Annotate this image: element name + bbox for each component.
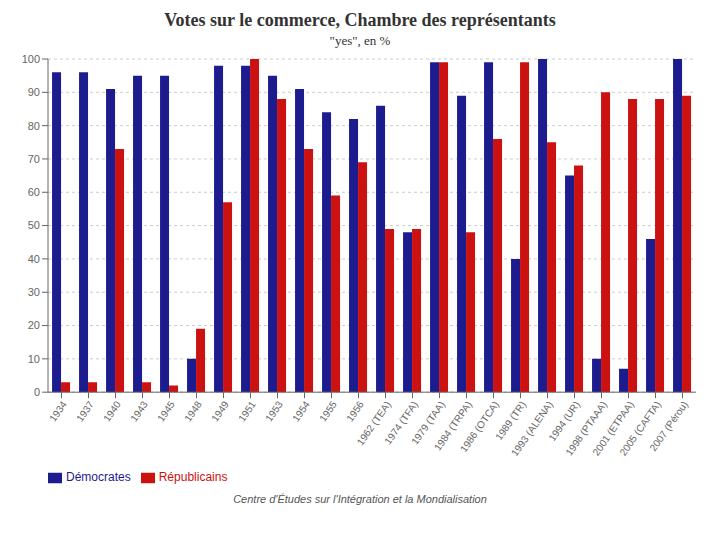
svg-text:100: 100 xyxy=(22,53,40,65)
svg-text:1943: 1943 xyxy=(128,399,150,424)
svg-text:90: 90 xyxy=(28,86,40,98)
svg-text:1934: 1934 xyxy=(47,399,69,424)
svg-text:1953: 1953 xyxy=(263,399,285,424)
html-text:Centre d'Études sur l'Intégrat: Centre d'Études sur l'Intégration et la … xyxy=(233,493,487,505)
svg-text:1956: 1956 xyxy=(344,399,366,424)
svg-text:2007 (Pérou): 2007 (Pérou) xyxy=(647,399,689,453)
svg-text:1993 (ALENA): 1993 (ALENA) xyxy=(509,399,555,458)
svg-text:2005 (CAFTA): 2005 (CAFTA) xyxy=(617,399,663,458)
svg-text:20: 20 xyxy=(28,319,40,331)
html-text:Démocrates: Démocrates xyxy=(66,470,131,485)
svg-text:50: 50 xyxy=(28,219,40,231)
svg-text:1979 (TAA): 1979 (TAA) xyxy=(409,399,447,447)
svg-text:70: 70 xyxy=(28,153,40,165)
svg-text:1984 (TRPA): 1984 (TRPA) xyxy=(431,399,474,453)
html-text:Républicains: Républicains xyxy=(158,470,228,485)
svg-text:1989 (TR): 1989 (TR) xyxy=(493,399,528,443)
svg-text:1954: 1954 xyxy=(290,399,312,424)
svg-text:1986 (OTCA): 1986 (OTCA) xyxy=(458,399,501,454)
svg-text:1940: 1940 xyxy=(101,399,123,424)
svg-text:0: 0 xyxy=(34,386,40,398)
svg-text:1937: 1937 xyxy=(74,399,96,424)
svg-text:1948: 1948 xyxy=(182,399,204,424)
html-text:Votes sur le commerce, Chambre: Votes sur le commerce, Chambre des repré… xyxy=(164,10,556,30)
svg-text:1949: 1949 xyxy=(209,399,231,424)
svg-text:1994 (UR): 1994 (UR) xyxy=(546,399,582,444)
html-text:"yes", en %: "yes", en % xyxy=(329,33,391,48)
svg-text:1962 (TEA): 1962 (TEA) xyxy=(354,399,393,448)
svg-text:1955: 1955 xyxy=(317,399,339,424)
svg-text:1998 (PTAAA): 1998 (PTAAA) xyxy=(563,399,609,458)
svg-text:1951: 1951 xyxy=(236,399,258,424)
svg-text:1974 (TFA): 1974 (TFA) xyxy=(382,399,420,447)
svg-text:80: 80 xyxy=(28,120,40,132)
svg-text:2001 (ETPAA): 2001 (ETPAA) xyxy=(590,399,636,458)
svg-text:60: 60 xyxy=(28,186,40,198)
svg-text:1945: 1945 xyxy=(155,399,177,424)
svg-text:10: 10 xyxy=(28,353,40,365)
svg-text:30: 30 xyxy=(28,286,40,298)
svg-text:40: 40 xyxy=(28,253,40,265)
